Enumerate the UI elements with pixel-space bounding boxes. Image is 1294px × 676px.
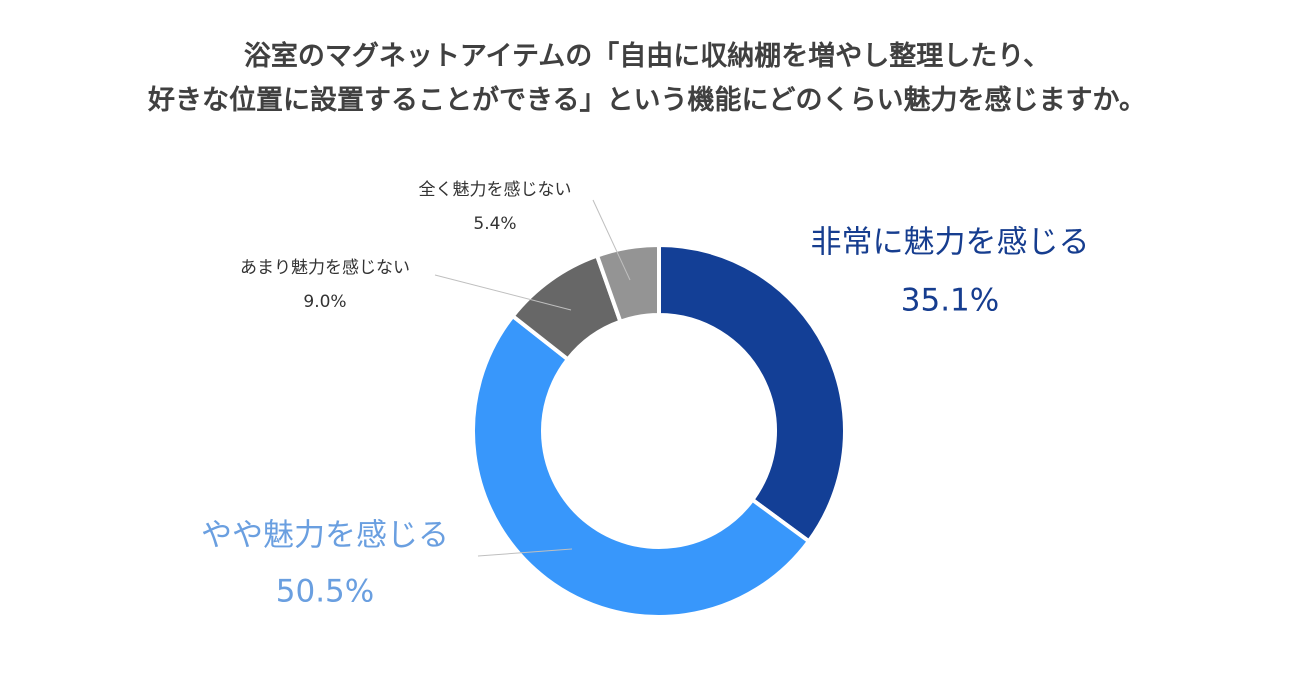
slice-not-attractive-at-all	[594, 242, 661, 325]
leader-line-somewhat-attractive	[477, 548, 573, 557]
leader-line-not-attractive-at-all	[592, 199, 631, 281]
value-not-very-attractive: 9.0%	[303, 292, 346, 312]
leader-line-not-very-attractive	[434, 274, 572, 311]
value-somewhat-attractive: 50.5%	[276, 574, 374, 610]
label-somewhat-attractive: やや魅力を感じる	[201, 518, 449, 554]
value-very-attractive: 35.1%	[901, 283, 999, 319]
label-very-attractive: 非常に魅力を感じる	[811, 225, 1090, 261]
slice-very-attractive	[657, 242, 847, 545]
chart-title-line-2: 好きな位置に設置することができる」という機能にどのくらい魅力を感じますか。	[148, 85, 1146, 116]
value-not-attractive-at-all: 5.4%	[473, 214, 516, 234]
chart-title-line-1: 浴室のマグネットアイテムの「自由に収納棚を増やし整理したり、	[243, 41, 1051, 72]
slice-somewhat-attractive	[471, 313, 812, 619]
label-not-attractive-at-all: 全く魅力を感じない	[419, 180, 572, 200]
label-not-very-attractive: あまり魅力を感じない	[240, 258, 410, 278]
